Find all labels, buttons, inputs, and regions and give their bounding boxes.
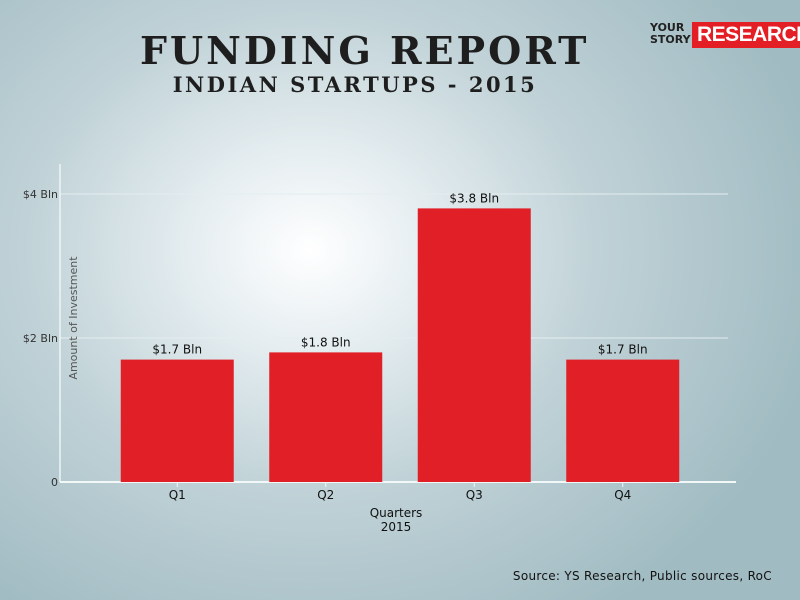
x-tick-label: Q4 bbox=[614, 488, 631, 502]
x-tick-label: Q2 bbox=[317, 488, 334, 502]
chart-title: FUNDING REPORT bbox=[140, 28, 590, 73]
data-label: $3.8 Bln bbox=[449, 191, 499, 205]
data-label: $1.7 Bln bbox=[152, 343, 202, 357]
chart-subtitle: INDIAN STARTUPS - 2015 bbox=[172, 72, 538, 97]
logo-research-badge: RESEARCH bbox=[692, 22, 800, 48]
logo-text-your-story: YOUR STORY bbox=[650, 22, 692, 46]
bar bbox=[566, 359, 680, 482]
x-tick-label: Q1 bbox=[169, 488, 186, 502]
y-tick-label: $4 Bln bbox=[23, 188, 58, 201]
source-note: Source: YS Research, Public sources, RoC bbox=[512, 569, 772, 583]
bar bbox=[120, 359, 234, 482]
bar bbox=[417, 208, 531, 482]
data-label: $1.8 Bln bbox=[301, 335, 351, 349]
y-axis-title: Amount of Investment bbox=[67, 256, 80, 380]
y-tick-label: $2 Bln bbox=[23, 332, 58, 345]
x-tick-label: Q3 bbox=[466, 488, 483, 502]
logo-line-your: YOUR bbox=[650, 21, 685, 34]
bar bbox=[269, 352, 383, 482]
data-label: $1.7 Bln bbox=[598, 343, 648, 357]
x-axis-title: Quarters bbox=[370, 506, 423, 520]
y-tick-label: 0 bbox=[51, 476, 58, 489]
logo-line-story: STORY bbox=[650, 33, 691, 46]
x-axis-subtitle: 2015 bbox=[381, 520, 412, 534]
